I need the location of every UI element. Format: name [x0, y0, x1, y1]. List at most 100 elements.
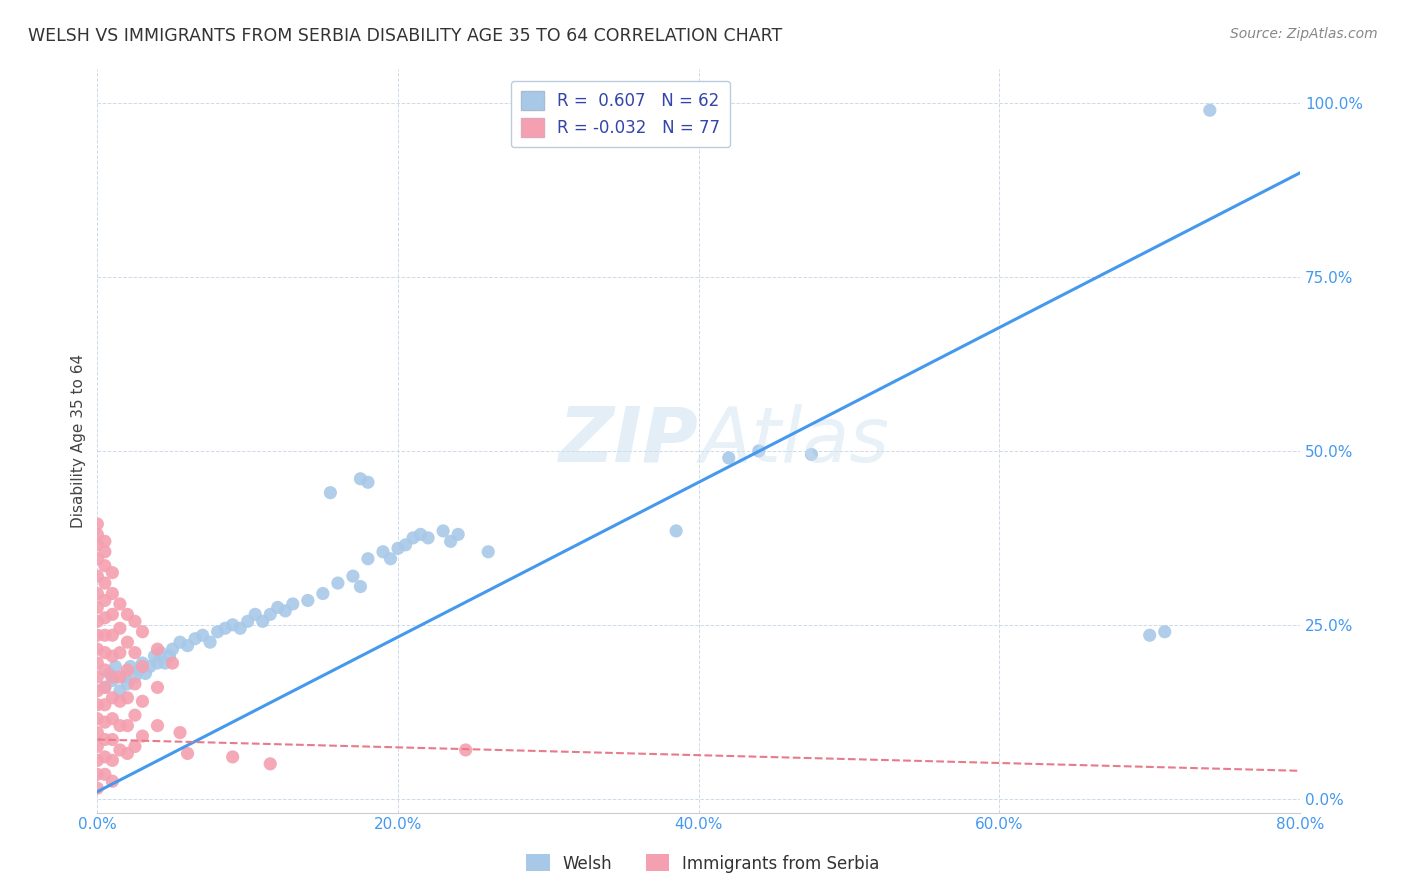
- Point: [131, 694, 153, 708]
- Point: [128, 663, 150, 677]
- Point: [86, 753, 108, 767]
- Point: [86, 767, 108, 781]
- Point: [134, 666, 156, 681]
- Point: [139, 659, 162, 673]
- Point: [94, 558, 117, 573]
- Point: [176, 639, 198, 653]
- Point: [394, 538, 416, 552]
- Point: [131, 729, 153, 743]
- Point: [131, 656, 153, 670]
- Point: [259, 607, 281, 622]
- Point: [245, 607, 267, 622]
- Point: [94, 698, 117, 712]
- Point: [124, 708, 146, 723]
- Point: [252, 615, 274, 629]
- Point: [117, 635, 139, 649]
- Point: [371, 545, 394, 559]
- Point: [117, 607, 139, 622]
- Text: Atlas: Atlas: [699, 403, 889, 477]
- Point: [94, 715, 117, 730]
- Point: [153, 656, 176, 670]
- Point: [349, 472, 371, 486]
- Point: [319, 485, 342, 500]
- Point: [146, 718, 169, 732]
- Point: [416, 531, 439, 545]
- Point: [131, 624, 153, 639]
- Point: [86, 586, 108, 600]
- Point: [117, 718, 139, 732]
- Point: [108, 597, 131, 611]
- Point: [349, 580, 371, 594]
- Point: [101, 586, 124, 600]
- Point: [169, 725, 191, 739]
- Point: [274, 604, 297, 618]
- Point: [86, 516, 108, 531]
- Point: [267, 600, 290, 615]
- Point: [387, 541, 409, 556]
- Point: [101, 732, 124, 747]
- Point: [101, 628, 124, 642]
- Point: [108, 683, 131, 698]
- Point: [1153, 624, 1175, 639]
- Point: [191, 628, 214, 642]
- Point: [124, 615, 146, 629]
- Point: [162, 642, 184, 657]
- Point: [477, 545, 499, 559]
- Point: [665, 524, 688, 538]
- Point: [86, 615, 108, 629]
- Point: [357, 475, 380, 490]
- Point: [112, 670, 135, 684]
- Point: [131, 659, 153, 673]
- Point: [380, 551, 402, 566]
- Point: [124, 677, 146, 691]
- Point: [800, 447, 823, 461]
- Point: [120, 659, 142, 673]
- Point: [143, 649, 166, 664]
- Point: [149, 646, 172, 660]
- Point: [124, 670, 146, 684]
- Point: [146, 681, 169, 695]
- Point: [162, 656, 184, 670]
- Point: [146, 656, 169, 670]
- Point: [281, 597, 304, 611]
- Point: [108, 646, 131, 660]
- Point: [402, 531, 425, 545]
- Point: [86, 739, 108, 754]
- Point: [454, 743, 477, 757]
- Point: [236, 615, 259, 629]
- Point: [432, 524, 454, 538]
- Point: [297, 593, 319, 607]
- Point: [101, 649, 124, 664]
- Point: [1198, 103, 1220, 118]
- Point: [207, 624, 229, 639]
- Point: [108, 694, 131, 708]
- Point: [117, 677, 139, 691]
- Point: [94, 681, 117, 695]
- Y-axis label: Disability Age 35 to 64: Disability Age 35 to 64: [72, 353, 86, 527]
- Point: [98, 666, 121, 681]
- Point: [198, 635, 221, 649]
- Point: [357, 551, 380, 566]
- Point: [86, 569, 108, 583]
- Point: [108, 743, 131, 757]
- Point: [259, 756, 281, 771]
- Point: [104, 659, 127, 673]
- Point: [108, 621, 131, 635]
- Point: [176, 747, 198, 761]
- Point: [86, 670, 108, 684]
- Point: [146, 642, 169, 657]
- Legend: Welsh, Immigrants from Serbia: Welsh, Immigrants from Serbia: [519, 847, 887, 880]
- Point: [94, 646, 117, 660]
- Point: [184, 632, 207, 646]
- Point: [117, 663, 139, 677]
- Point: [312, 586, 335, 600]
- Point: [94, 534, 117, 549]
- Point: [86, 600, 108, 615]
- Point: [86, 656, 108, 670]
- Point: [86, 551, 108, 566]
- Point: [101, 690, 124, 705]
- Point: [94, 681, 117, 695]
- Point: [86, 527, 108, 541]
- Point: [94, 593, 117, 607]
- Point: [94, 663, 117, 677]
